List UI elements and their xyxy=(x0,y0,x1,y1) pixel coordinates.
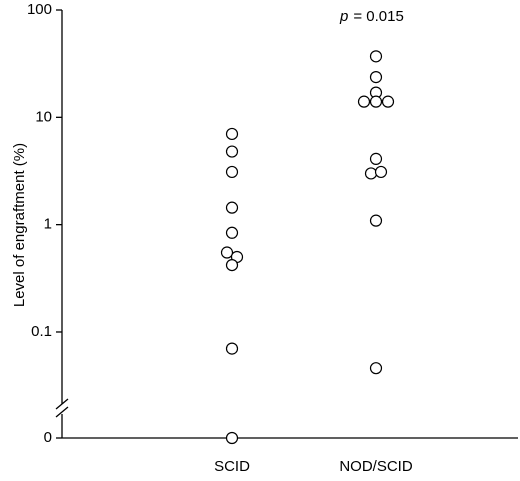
data-point xyxy=(225,165,239,179)
data-point xyxy=(369,214,383,227)
data-point xyxy=(225,258,239,272)
data-point xyxy=(369,71,383,84)
data-point xyxy=(369,50,383,63)
x-tick-label: SCID xyxy=(214,458,250,475)
axis-break xyxy=(55,406,69,418)
y-tick-label: 0 xyxy=(44,429,52,446)
data-point xyxy=(369,152,383,165)
data-point xyxy=(357,95,371,108)
data-point xyxy=(225,127,239,141)
data-point xyxy=(220,246,234,259)
data-point xyxy=(374,165,388,179)
axis-break xyxy=(55,398,69,410)
y-tick-label: 0.1 xyxy=(31,323,52,340)
data-point xyxy=(225,431,239,445)
y-axis-label: Level of engraftment (%) xyxy=(11,143,28,307)
data-point xyxy=(225,145,239,158)
annotation-symbol: p xyxy=(339,8,348,25)
y-tick-label: 100 xyxy=(27,1,52,18)
x-tick-label: NOD/SCID xyxy=(339,458,413,475)
y-tick-label: 10 xyxy=(35,108,52,125)
data-point xyxy=(225,342,239,355)
annotation-value: = 0.015 xyxy=(353,8,403,25)
data-point xyxy=(369,95,383,108)
data-point xyxy=(369,362,383,375)
data-point xyxy=(225,201,239,214)
annotation: p = 0.015 xyxy=(339,8,404,25)
y-tick-label: 1 xyxy=(44,216,52,233)
data-point xyxy=(364,167,378,180)
data-point xyxy=(225,226,239,239)
data-point xyxy=(381,95,395,108)
